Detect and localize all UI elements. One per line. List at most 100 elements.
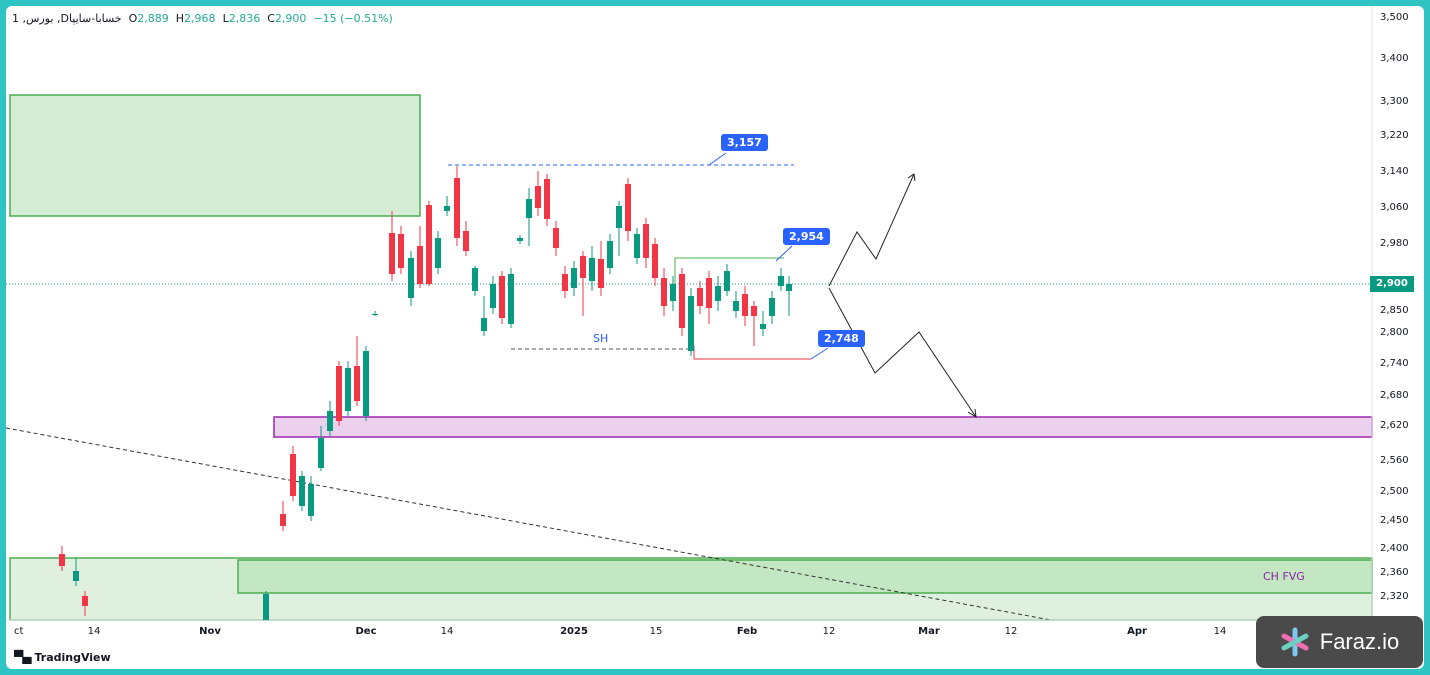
range-bottom-line xyxy=(693,346,811,360)
tradingview-logo[interactable]: ▀▄ TradingView xyxy=(14,650,111,664)
price-tick-label: 2,800 xyxy=(1380,327,1409,338)
candle-body xyxy=(786,284,792,291)
price-tick-label: 3,220 xyxy=(1380,130,1409,141)
range-bottom-callout-pointer xyxy=(810,347,829,360)
price-tick-label: 2,680 xyxy=(1380,390,1409,401)
high-callout-pointer xyxy=(708,152,727,166)
price-tick-label: 2,980 xyxy=(1380,238,1409,249)
candle-body xyxy=(59,554,65,566)
price-chart[interactable] xyxy=(6,6,1424,669)
high-label: H xyxy=(175,12,185,25)
open-label: O xyxy=(128,12,138,25)
sh-label: SH xyxy=(593,332,609,345)
time-tick-label: 14 xyxy=(1213,626,1227,637)
time-tick-label: Apr xyxy=(1127,626,1147,637)
price-tick-label: 2,500 xyxy=(1380,486,1409,497)
candle-body xyxy=(562,274,568,291)
candle-body xyxy=(724,271,730,291)
candle-body xyxy=(661,278,667,306)
tradingview-icon: ▀▄ xyxy=(14,650,31,664)
bearish-arrowhead xyxy=(967,408,977,418)
candle-body xyxy=(408,258,414,298)
candle-body xyxy=(526,199,532,218)
open-value: 2,889 xyxy=(137,12,169,25)
price-tick-label: 2,400 xyxy=(1380,543,1409,554)
candle-body xyxy=(327,411,333,431)
time-tick-label: Mar xyxy=(918,626,940,637)
candle-body xyxy=(589,258,595,281)
candle-body xyxy=(426,205,432,284)
high-value: 2,968 xyxy=(184,12,216,25)
price-tick-label: 2,740 xyxy=(1380,358,1409,369)
bullish-projection xyxy=(828,173,915,287)
range-top-callout[interactable]: 2,954 xyxy=(783,228,830,245)
candle-body xyxy=(706,278,712,308)
change-value: −15 (−0.51%) xyxy=(313,12,393,25)
symbol-legend: 1 ,بورس ,Dخسابا-سایپا O2,889 H2,968 L2,8… xyxy=(12,12,393,25)
price-tick-label: 2,450 xyxy=(1380,515,1409,526)
time-tick-label: Nov xyxy=(199,626,221,637)
bullish-arrowhead xyxy=(907,173,916,182)
time-tick-label: 15 xyxy=(649,626,663,637)
candle-body xyxy=(280,514,286,526)
low-value: 2,836 xyxy=(228,12,261,25)
candle-body xyxy=(372,314,378,315)
candle-body xyxy=(299,476,305,506)
candle-body xyxy=(73,571,79,581)
candle-body xyxy=(571,268,577,288)
price-tick-label: 2,360 xyxy=(1380,567,1409,578)
candle-body xyxy=(769,298,775,316)
candle-body xyxy=(318,438,324,468)
candle-body xyxy=(742,294,748,316)
candle-body xyxy=(454,178,460,238)
time-tick-label: Feb xyxy=(736,626,758,637)
time-tick-label: ct xyxy=(14,626,24,637)
tradingview-label: TradingView xyxy=(34,650,111,664)
candle-body xyxy=(643,224,649,258)
faraz-label: Faraz.io xyxy=(1319,629,1400,654)
candle-body xyxy=(398,234,404,268)
candle-body xyxy=(715,286,721,301)
candle-body xyxy=(490,284,496,308)
supply-zone xyxy=(9,94,421,217)
time-tick-label: Dec xyxy=(355,626,377,637)
fvg-label: CH FVG xyxy=(1263,570,1305,583)
candle-body xyxy=(417,246,423,284)
candle-body xyxy=(697,288,703,306)
symbol-name: 1 ,بورس ,Dخسابا-سایپا xyxy=(12,12,122,25)
candle-body xyxy=(751,306,757,316)
range-bottom-callout[interactable]: 2,748 xyxy=(818,330,865,347)
last-price-tag: 2,900 xyxy=(1370,276,1414,292)
high-callout[interactable]: 3,157 xyxy=(721,134,768,151)
time-tick-label: 14 xyxy=(87,626,101,637)
price-tick-label: 2,320 xyxy=(1380,591,1409,602)
candles-group xyxy=(59,166,792,620)
candle-body xyxy=(354,366,360,401)
candle-body xyxy=(616,206,622,228)
candle-body xyxy=(760,324,766,329)
fvg-zone xyxy=(237,559,1373,594)
candle-body xyxy=(670,284,676,301)
close-label: C xyxy=(267,12,275,25)
close-value: 2,900 xyxy=(274,12,307,25)
time-tick-label: 2025 xyxy=(560,626,588,637)
candle-body xyxy=(688,296,694,351)
range-top-callout-pointer xyxy=(775,245,793,262)
candle-body xyxy=(778,276,784,286)
candle-body xyxy=(463,231,469,251)
trendline xyxy=(6,427,1052,621)
demand-zone xyxy=(273,416,1373,438)
candle-body xyxy=(308,484,314,516)
candle-body xyxy=(634,234,640,258)
price-tick-label: 3,060 xyxy=(1380,202,1409,213)
candle-body xyxy=(389,233,395,274)
candle-body xyxy=(625,184,631,231)
time-tick-label: 12 xyxy=(822,626,836,637)
price-tick-label: 3,400 xyxy=(1380,53,1409,64)
candle-body xyxy=(544,179,550,219)
low-label: L xyxy=(222,12,229,25)
candle-body xyxy=(82,596,88,606)
candle-body xyxy=(517,238,523,241)
candle-body xyxy=(607,241,613,268)
candle-body xyxy=(580,256,586,278)
